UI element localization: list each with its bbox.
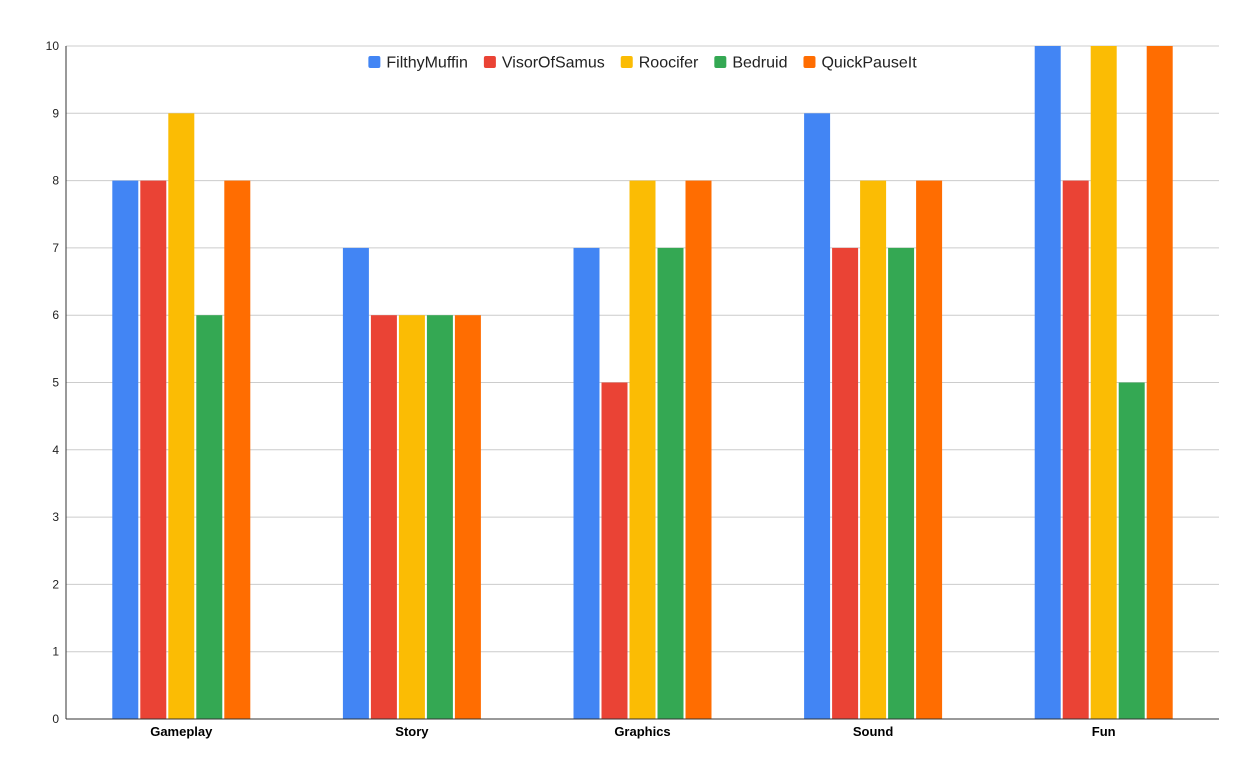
legend-item: Roocifer bbox=[620, 55, 699, 72]
y-tick-label: 3 bbox=[52, 510, 59, 524]
bar bbox=[1090, 46, 1117, 719]
bars bbox=[112, 46, 1173, 720]
bar bbox=[804, 113, 831, 720]
bar bbox=[832, 247, 859, 719]
x-tick-label: Graphics bbox=[614, 724, 670, 739]
bar bbox=[454, 315, 481, 719]
bar bbox=[860, 180, 887, 720]
y-tick-label: 2 bbox=[52, 577, 59, 591]
y-axis-ticks: 0 1 2 3 4 5 6 7 8 9 10 bbox=[46, 39, 60, 726]
legend-item: Bedruid bbox=[714, 55, 787, 72]
bar bbox=[342, 247, 369, 719]
bar bbox=[685, 180, 712, 720]
bar bbox=[888, 247, 915, 719]
legend-swatch bbox=[803, 56, 816, 68]
x-axis-ticks: Gameplay Story Graphics Sound Fun bbox=[150, 724, 1115, 739]
legend-label: FilthyMuffin bbox=[386, 55, 468, 72]
legend-label: Bedruid bbox=[732, 55, 787, 72]
legend-item: QuickPauseIt bbox=[803, 55, 917, 72]
bar bbox=[629, 180, 656, 720]
legend: FilthyMuffin VisorOfSamus Roocifer Bedruid Q… bbox=[368, 55, 917, 72]
legend-swatch bbox=[620, 56, 633, 68]
legend-label: VisorOfSamus bbox=[502, 55, 605, 72]
bar bbox=[112, 180, 139, 720]
legend-swatch bbox=[483, 56, 496, 68]
bar bbox=[1146, 46, 1173, 719]
bar bbox=[601, 382, 628, 719]
x-tick-label: Sound bbox=[853, 724, 893, 739]
legend-item: VisorOfSamus bbox=[483, 55, 605, 72]
legend-label: QuickPauseIt bbox=[821, 55, 917, 72]
bar bbox=[168, 113, 195, 720]
y-tick-label: 4 bbox=[52, 443, 59, 457]
bar bbox=[657, 247, 684, 719]
y-tick-label: 0 bbox=[52, 712, 59, 726]
y-tick-label: 7 bbox=[52, 241, 59, 255]
bar bbox=[916, 180, 943, 720]
axes bbox=[65, 46, 1219, 720]
x-tick-label: Gameplay bbox=[150, 724, 213, 739]
bar bbox=[1062, 180, 1089, 720]
bar bbox=[1118, 382, 1145, 719]
bar bbox=[196, 315, 223, 719]
legend-label: Roocifer bbox=[639, 55, 699, 72]
bar bbox=[224, 180, 251, 720]
bar bbox=[426, 315, 453, 719]
bar bbox=[1034, 46, 1061, 719]
y-tick-label: 9 bbox=[52, 106, 59, 120]
bar bbox=[370, 315, 397, 719]
x-tick-label: Story bbox=[395, 724, 429, 739]
y-tick-label: 10 bbox=[46, 39, 60, 53]
bar bbox=[573, 247, 600, 719]
bar bbox=[140, 180, 167, 720]
y-tick-label: 8 bbox=[52, 174, 59, 188]
legend-swatch bbox=[714, 56, 727, 68]
y-tick-label: 6 bbox=[52, 308, 59, 322]
x-tick-label: Fun bbox=[1092, 724, 1116, 739]
y-tick-label: 5 bbox=[52, 376, 59, 390]
legend-item: FilthyMuffin bbox=[368, 55, 468, 72]
bar bbox=[398, 315, 425, 719]
y-tick-label: 1 bbox=[52, 645, 59, 659]
legend-swatch bbox=[368, 56, 381, 68]
